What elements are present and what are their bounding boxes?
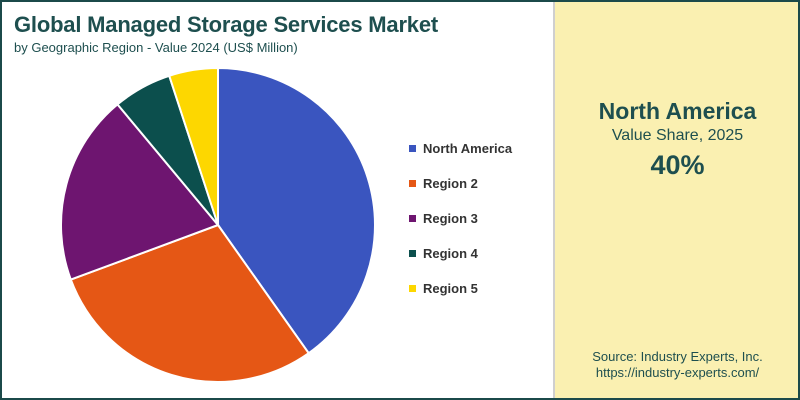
source-note: Source: Industry Experts, Inc. https://i…	[555, 349, 798, 381]
chart-title: Global Managed Storage Services Market	[14, 12, 438, 37]
pie-slice-region-5	[167, 66, 219, 226]
highlight-region: North America	[598, 98, 757, 124]
source-url: https://industry-experts.com/	[595, 365, 760, 380]
legend-swatch	[409, 215, 416, 222]
chart-legend: North America Region 2 Region 3 Region 4 Reg…	[409, 131, 549, 306]
legend-label: Region 5	[423, 281, 478, 296]
legend-swatch	[409, 145, 416, 152]
legend-swatch	[409, 285, 416, 292]
legend-item: North America	[409, 131, 549, 166]
pie-slice-region-3	[60, 102, 220, 281]
pie-slice-north-america	[217, 66, 376, 355]
legend-label: Region 3	[423, 211, 478, 226]
legend-swatch	[409, 180, 416, 187]
source-line: Source: Industry Experts, Inc.	[592, 349, 763, 364]
legend-label: Region 2	[423, 176, 478, 191]
legend-item: Region 2	[409, 166, 549, 201]
chart-subtitle: by Geographic Region - Value 2024 (US$ M…	[14, 40, 298, 55]
legend-item: Region 4	[409, 236, 549, 271]
legend-swatch	[409, 250, 416, 257]
pie-chart	[60, 66, 376, 383]
highlight-label: Value Share, 2025	[611, 127, 744, 144]
legend-item: Region 5	[409, 271, 549, 306]
highlight-panel: North America Value Share, 2025 40% Sour…	[553, 2, 798, 398]
highlight-value: 40%	[650, 150, 705, 180]
legend-label: Region 4	[423, 246, 478, 261]
pie-slice-region-2	[69, 223, 311, 383]
legend-label: North America	[423, 141, 513, 156]
legend-item: Region 3	[409, 201, 549, 236]
